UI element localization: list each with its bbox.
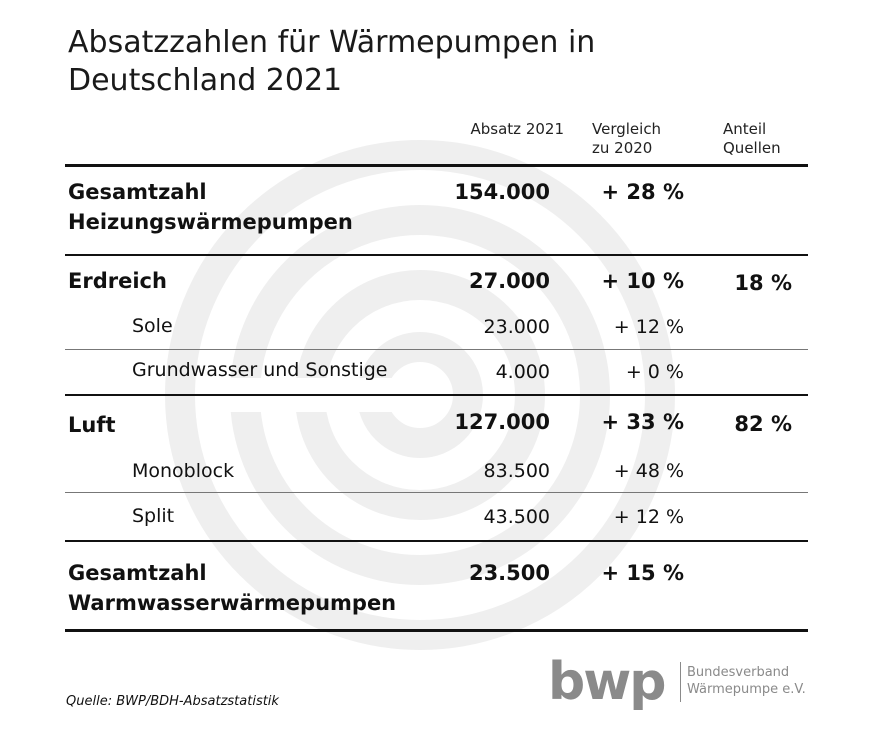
- anteil-value: 82 %: [734, 412, 792, 436]
- header-vergleich-line1: Vergleich: [592, 120, 662, 138]
- row-label: Split: [132, 505, 175, 527]
- header-anteil: Anteil Quellen: [723, 120, 781, 158]
- source-note: Quelle: BWP/BDH-Absatzstatistik: [66, 694, 279, 709]
- vergleich-value: + 48 %: [613, 460, 684, 482]
- title-line-2: Deutschland 2021: [68, 63, 343, 98]
- vergleich-value: + 12 %: [613, 316, 684, 338]
- row-label-line2: Heizungswärmepumpen: [68, 210, 353, 234]
- title-line-1: Absatzzahlen für Wärmepumpen in: [68, 25, 596, 60]
- divider: [65, 254, 808, 256]
- row-label: Erdreich: [68, 269, 167, 293]
- logo-line1: Bundesverband: [687, 665, 790, 680]
- header-anteil-line1: Anteil: [723, 120, 767, 138]
- divider: [65, 164, 808, 167]
- logo-divider: [680, 662, 681, 702]
- divider: [65, 394, 808, 396]
- vergleich-value: + 33 %: [601, 410, 684, 434]
- divider: [65, 629, 808, 632]
- row-label-line1: Gesamtzahl: [68, 561, 207, 585]
- row-label: Monoblock: [132, 460, 235, 482]
- vergleich-value: + 10 %: [601, 269, 684, 293]
- logo-line2: Wärmepumpe e.V.: [687, 682, 806, 697]
- absatz-value: 27.000: [468, 269, 550, 293]
- row-label-line2: Warmwasserwärmepumpen: [68, 591, 397, 615]
- header-vergleich: Vergleich zu 2020: [592, 120, 661, 158]
- page-title: Absatzzahlen für Wärmepumpen in Deutschl…: [68, 24, 595, 100]
- absatz-value: 23.500: [468, 561, 550, 585]
- vergleich-value: + 12 %: [613, 506, 684, 528]
- anteil-value: 18 %: [734, 271, 792, 295]
- absatz-value: 4.000: [495, 361, 550, 383]
- absatz-value: 23.000: [483, 316, 550, 338]
- bwp-logo-mark: bwp: [548, 652, 666, 712]
- header-vergleich-line2: zu 2020: [592, 139, 653, 157]
- vergleich-value: + 0 %: [625, 361, 684, 383]
- divider: [65, 492, 808, 493]
- row-label-line1: Gesamtzahl: [68, 180, 207, 204]
- vergleich-value: + 28 %: [601, 180, 684, 204]
- divider: [65, 540, 808, 542]
- absatz-value: 43.500: [483, 506, 550, 528]
- row-label: Luft: [68, 413, 116, 437]
- absatz-value: 83.500: [483, 460, 550, 482]
- header-anteil-line2: Quellen: [723, 139, 781, 157]
- vergleich-value: + 15 %: [601, 561, 684, 585]
- absatz-value: 127.000: [454, 410, 550, 434]
- row-label: Sole: [132, 315, 173, 337]
- divider: [65, 349, 808, 350]
- absatz-value: 154.000: [454, 180, 550, 204]
- header-absatz: Absatz 2021: [470, 120, 565, 138]
- row-label: Gesamtzahl Heizungswärmepumpen: [68, 177, 353, 237]
- logo-text: Bundesverband Wärmepumpe e.V.: [687, 664, 806, 698]
- row-label: Gesamtzahl Warmwasserwärmepumpen: [68, 558, 396, 618]
- row-label: Grundwasser und Sonstige: [132, 359, 388, 381]
